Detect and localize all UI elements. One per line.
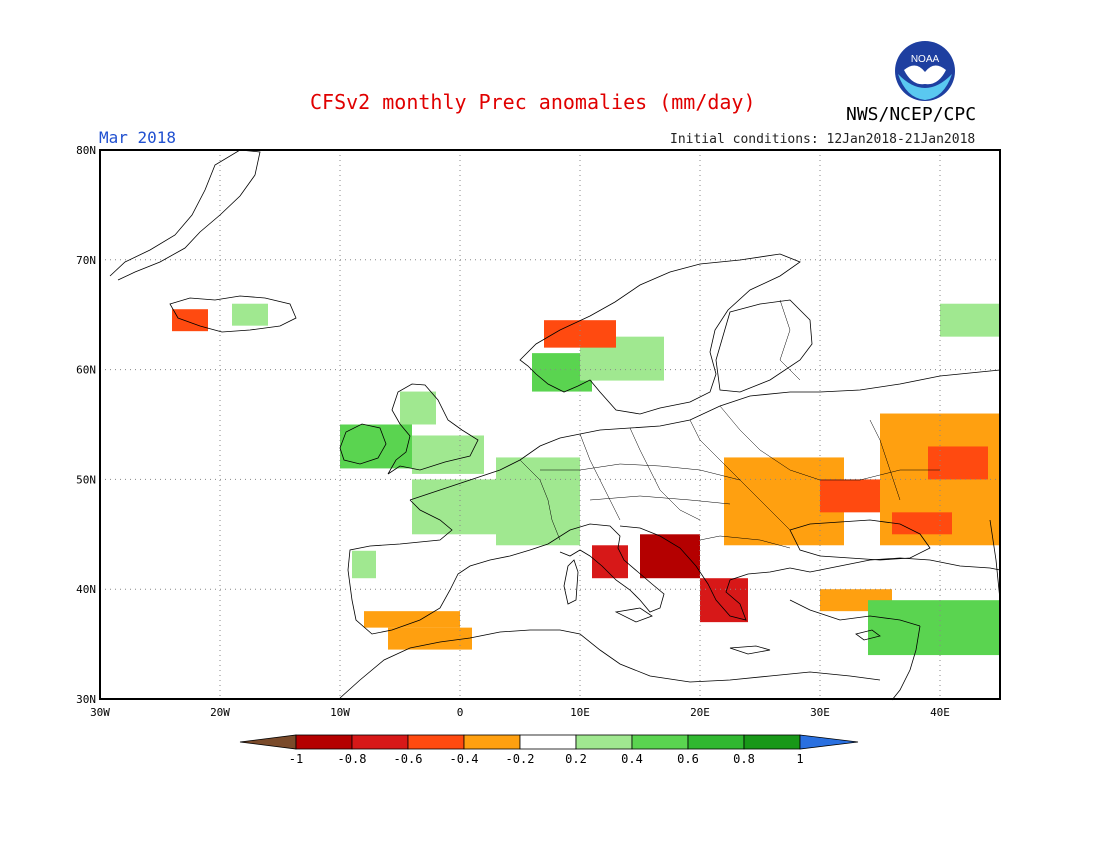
coast-north-africa <box>339 629 881 699</box>
anomaly-region <box>868 600 1000 656</box>
colorbar-cell <box>463 734 521 750</box>
colorbar-cell <box>799 734 859 750</box>
colorbar-tick-label: 0.2 <box>565 752 587 766</box>
colorbar-tick-label: -0.2 <box>506 752 535 766</box>
lon-label: 40E <box>930 706 950 719</box>
anomaly-region <box>892 512 952 535</box>
lat-label: 60N <box>76 364 96 377</box>
coast-ireland <box>339 423 387 465</box>
colorbar-tick-label: -0.4 <box>450 752 479 766</box>
coast-corsica-sardinia <box>563 559 579 605</box>
anomaly-region <box>928 446 988 480</box>
coast-iceland <box>169 295 297 333</box>
colorbar-tick-label: 0.8 <box>733 752 755 766</box>
colorbar-tick-label: 1 <box>796 752 803 766</box>
coast-continent <box>409 369 1001 501</box>
anomaly-region <box>364 611 460 628</box>
anomaly-region <box>388 627 472 650</box>
colorbar-cell <box>519 734 577 750</box>
forecast-month: Mar 2018 <box>99 128 177 147</box>
lat-label: 40N <box>76 583 96 596</box>
coast-italy <box>529 523 665 613</box>
lat-label: 80N <box>76 144 96 157</box>
coast-levant <box>891 625 921 701</box>
anomaly-region <box>496 457 580 546</box>
anomaly-region <box>412 435 484 474</box>
colorbar-tick-label: 0.4 <box>621 752 643 766</box>
noaa-logo-text: NOAA <box>911 54 940 65</box>
lat-label: 50N <box>76 473 96 486</box>
colorbar-cell <box>407 734 465 750</box>
coast-france-iberia <box>347 499 531 635</box>
colorbar-cell <box>351 734 409 750</box>
initial-conditions: Initial conditions: 12Jan2018-21Jan2018 <box>670 132 976 147</box>
lon-label: 10W <box>330 706 350 719</box>
anomaly-region <box>340 424 412 469</box>
coast-black-sea <box>789 519 931 561</box>
coast-scandinavia <box>519 253 801 415</box>
anomaly-region <box>940 303 1000 337</box>
coast-caspian <box>989 519 1001 601</box>
chart-title: CFSv2 monthly Prec anomalies (mm/day) <box>310 90 756 114</box>
coast-britain <box>387 383 479 475</box>
anomaly-region <box>592 545 628 579</box>
colorbar-cell <box>743 734 801 750</box>
coast-greenland <box>109 149 261 281</box>
lon-label: 0 <box>457 706 464 719</box>
colorbar-tick-label: -0.8 <box>338 752 367 766</box>
lat-label: 70N <box>76 254 96 267</box>
lon-label: 10E <box>570 706 590 719</box>
anomaly-region <box>232 303 268 326</box>
coast-sicily <box>614 607 653 623</box>
lat-label: 30N <box>76 693 96 706</box>
colorbar: -1 -0.8 -0.6 -0.4 -0.2 0.2 0.4 0.6 0.8 1 <box>239 734 859 766</box>
anomaly-region <box>640 534 700 579</box>
colorbar-cell <box>239 734 297 750</box>
colorbar-cell <box>631 734 689 750</box>
colorbar-tick-label: -1 <box>289 752 303 766</box>
lon-label: 20W <box>210 706 230 719</box>
coast-finland <box>715 299 813 393</box>
anomaly-region <box>400 391 436 425</box>
map-frame <box>99 149 1001 700</box>
coast-turkey <box>789 557 1001 573</box>
lon-label: 20E <box>690 706 710 719</box>
coast-crete <box>729 645 771 655</box>
colorbar-cell <box>687 734 745 750</box>
colorbar-cell <box>295 734 353 750</box>
agency-label: NWS/NCEP/CPC <box>846 104 977 125</box>
coast-turkey-south <box>789 599 921 627</box>
lon-label: 30E <box>810 706 830 719</box>
colorbar-tick-label: -0.6 <box>394 752 423 766</box>
coast-balkans-greece <box>619 525 791 621</box>
anomaly-region <box>352 550 376 579</box>
colorbar-tick-label: 0.6 <box>677 752 699 766</box>
coast-cyprus <box>855 629 881 641</box>
anomaly-region <box>544 320 616 348</box>
noaa-logo: NOAA <box>895 41 955 101</box>
anomaly-region <box>172 309 208 332</box>
colorbar-cell <box>575 734 633 750</box>
anomaly-region <box>700 578 748 623</box>
lon-label: 30W <box>90 706 110 719</box>
